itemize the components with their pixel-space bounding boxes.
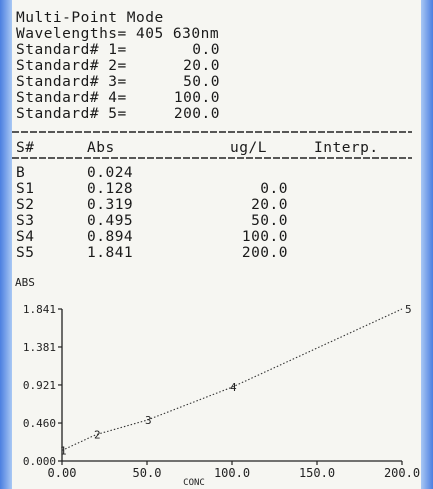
calibration-curve	[61, 308, 403, 451]
x-tick-label-4: 200.0	[384, 466, 420, 480]
point-label-4: 4	[230, 381, 237, 394]
standard-3-value: 50.0	[183, 74, 220, 90]
point-label-1: 1	[60, 444, 67, 457]
standard-2-label: Standard# 2=	[16, 58, 127, 74]
row-s1-sample: S1	[16, 181, 35, 197]
standard-1-label: Standard# 1=	[16, 42, 127, 58]
row-b-sample: B	[16, 165, 26, 181]
y-tick-label-2: 0.921	[23, 379, 56, 392]
row-s3-abs: 0.495	[87, 213, 134, 229]
row-s3-conc: 50.0	[251, 213, 288, 229]
x-tick-label-3: 150.0	[299, 466, 335, 480]
row-s2-conc: 20.0	[251, 197, 288, 213]
row-b-abs: 0.024	[87, 165, 134, 181]
standard-5-label: Standard# 5=	[16, 106, 127, 122]
col-header-abs: Abs	[87, 140, 115, 156]
mode-title: Multi-Point Mode	[16, 10, 164, 26]
row-s5-abs: 1.841	[87, 245, 134, 261]
standard-1-value: 0.0	[192, 42, 220, 58]
x-tick-label-1: 50.0	[133, 466, 162, 480]
wavelengths-label: Wavelengths=	[16, 26, 127, 42]
y-axis-title: ABS	[15, 276, 35, 289]
row-s4-abs: 0.894	[87, 229, 134, 245]
point-label-3: 3	[145, 414, 152, 427]
dashed-rules	[12, 131, 412, 159]
x-axis-title: CONC	[183, 478, 205, 488]
col-header-conc: ug/L	[230, 140, 267, 156]
row-s3-sample: S3	[16, 213, 35, 229]
y-tick-label-1: 0.460	[23, 417, 56, 430]
x-tick-label-2: 100.0	[214, 466, 250, 480]
point-label-2: 2	[94, 429, 101, 442]
printout: Multi-Point Mode Wavelengths= 405 630nm …	[12, 0, 421, 489]
y-tick-label-3: 1.381	[23, 341, 56, 354]
x-tick-label-0: 0.00	[48, 466, 77, 480]
left-frame	[0, 0, 12, 489]
standard-3-label: Standard# 3=	[16, 74, 127, 90]
standard-5-value: 200.0	[173, 106, 220, 122]
wavelengths-value: 405 630nm	[136, 26, 220, 42]
row-s4-conc: 100.0	[241, 229, 288, 245]
standard-4-value: 100.0	[173, 90, 220, 106]
row-s5-sample: S5	[16, 245, 35, 261]
row-s5-conc: 200.0	[241, 245, 288, 261]
point-label-5: 5	[405, 303, 412, 316]
col-header-interp: Interp.	[314, 140, 379, 156]
y-tick-label-0: 0.000	[23, 455, 56, 468]
standard-4-label: Standard# 4=	[16, 90, 127, 106]
right-frame	[421, 0, 433, 489]
row-s1-conc: 0.0	[260, 181, 288, 197]
row-s2-abs: 0.319	[87, 197, 134, 213]
row-s4-sample: S4	[16, 229, 35, 245]
row-s1-abs: 0.128	[87, 181, 134, 197]
standard-2-value: 20.0	[183, 58, 220, 74]
row-s2-sample: S2	[16, 197, 35, 213]
col-header-sample: S#	[16, 140, 35, 156]
y-tick-label-4: 1.841	[23, 303, 56, 316]
